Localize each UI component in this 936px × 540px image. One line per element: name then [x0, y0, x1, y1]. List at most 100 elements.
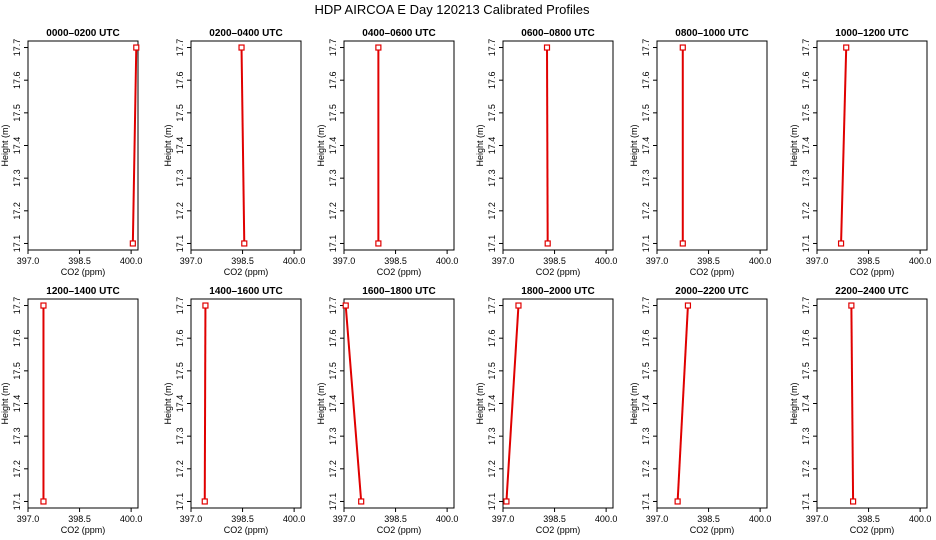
y-tick-label: 17.2 — [487, 202, 497, 220]
x-tick-label: 398.5 — [697, 514, 720, 524]
plot-frame — [190, 298, 302, 509]
y-tick-label: 17.2 — [328, 460, 338, 478]
plot-frame — [27, 40, 139, 251]
y-axis-label: Height (m) — [0, 382, 10, 424]
y-tick-label: 17.5 — [175, 362, 185, 380]
panel-title: 1200–1400 UTC — [46, 286, 119, 297]
x-axis-label: CO2 (ppm) — [690, 267, 735, 277]
data-point — [674, 498, 681, 505]
y-tick-label: 17.4 — [801, 137, 811, 155]
data-point — [201, 498, 208, 505]
y-tick-label: 17.2 — [12, 202, 22, 220]
y-tick-label: 17.1 — [328, 235, 338, 253]
y-axis-label: Height (m) — [163, 382, 173, 424]
data-point — [837, 240, 845, 247]
chart-panel: 1600–1800 UTC 397.0 398.5 400.0 17.1 17.2 17.3… — [316, 286, 458, 535]
y-tick-label: 17.7 — [487, 297, 497, 315]
x-tick-label: 398.5 — [857, 256, 880, 266]
x-tick-label: 397.0 — [646, 514, 669, 524]
y-axis-label: Height (m) — [316, 124, 326, 166]
x-tick-label: 398.5 — [384, 256, 407, 266]
y-tick-label: 17.6 — [801, 71, 811, 89]
x-axis-label: CO2 (ppm) — [377, 267, 422, 277]
x-tick-label: 398.5 — [857, 514, 880, 524]
y-tick-label: 17.7 — [328, 297, 338, 315]
y-tick-label: 17.7 — [175, 297, 185, 315]
panel-title: 0200–0400 UTC — [209, 28, 282, 39]
y-tick-label: 17.2 — [641, 202, 651, 220]
plot-frame — [816, 298, 928, 509]
y-tick-label: 17.1 — [801, 235, 811, 253]
data-point — [40, 498, 47, 505]
data-point — [849, 498, 857, 505]
data-point — [543, 44, 551, 51]
y-tick-label: 17.1 — [12, 235, 22, 253]
y-tick-label: 17.5 — [641, 104, 651, 122]
y-tick-label: 17.4 — [12, 395, 22, 413]
y-tick-label: 17.6 — [328, 329, 338, 347]
y-tick-label: 17.4 — [487, 395, 497, 413]
y-tick-label: 17.5 — [328, 104, 338, 122]
y-tick-label: 17.1 — [801, 493, 811, 511]
profile-line — [131, 47, 138, 244]
plot-frame — [190, 40, 302, 251]
data-point — [238, 44, 245, 51]
panel-title: 0600–0800 UTC — [521, 28, 594, 39]
y-tick-label: 17.2 — [801, 202, 811, 220]
x-tick-label: 400.0 — [283, 514, 306, 524]
x-tick-label: 400.0 — [749, 256, 772, 266]
y-tick-label: 17.1 — [641, 235, 651, 253]
y-tick-label: 17.4 — [175, 137, 185, 155]
x-tick-label: 397.0 — [492, 514, 515, 524]
y-tick-label: 17.7 — [175, 39, 185, 57]
y-tick-label: 17.2 — [175, 202, 185, 220]
data-point — [375, 240, 382, 247]
y-tick-label: 17.4 — [641, 395, 651, 413]
y-tick-label: 17.6 — [487, 71, 497, 89]
y-tick-label: 17.6 — [641, 329, 651, 347]
y-tick-label: 17.3 — [175, 169, 185, 187]
profile-line — [344, 305, 363, 502]
y-tick-label: 17.7 — [641, 39, 651, 57]
profile-line — [505, 305, 520, 502]
y-axis-label: Height (m) — [163, 124, 173, 166]
profile-line — [840, 47, 848, 244]
y-tick-label: 17.3 — [328, 169, 338, 187]
plot-frame — [27, 298, 139, 509]
y-tick-label: 17.5 — [801, 104, 811, 122]
data-point — [375, 44, 382, 51]
y-tick-label: 17.7 — [12, 297, 22, 315]
y-axis-label: Height (m) — [789, 382, 799, 424]
y-tick-label: 17.4 — [328, 137, 338, 155]
y-tick-label: 17.6 — [487, 329, 497, 347]
x-tick-label: 397.0 — [180, 256, 203, 266]
panel-title: 0000–0200 UTC — [46, 28, 119, 39]
x-tick-label: 400.0 — [120, 256, 143, 266]
chart-panel: 2200–2400 UTC 397.0 398.5 400.0 17.1 17.2 17.3… — [789, 286, 931, 535]
profile-line — [240, 47, 246, 244]
data-point — [679, 44, 686, 51]
x-axis-label: CO2 (ppm) — [850, 267, 895, 277]
profile-line — [676, 305, 689, 502]
y-tick-label: 17.1 — [175, 493, 185, 511]
x-tick-label: 397.0 — [17, 256, 40, 266]
x-axis-label: CO2 (ppm) — [690, 525, 735, 535]
x-tick-label: 398.5 — [231, 514, 254, 524]
data-point — [241, 240, 248, 247]
y-tick-label: 17.1 — [641, 493, 651, 511]
y-tick-label: 17.6 — [801, 329, 811, 347]
y-tick-label: 17.5 — [12, 104, 22, 122]
y-tick-label: 17.3 — [641, 169, 651, 187]
x-tick-label: 400.0 — [436, 514, 459, 524]
chart-panel: 1400–1600 UTC 397.0 398.5 400.0 17.1 17.2 17.3… — [163, 286, 305, 535]
y-tick-label: 17.5 — [641, 362, 651, 380]
x-axis-label: CO2 (ppm) — [536, 267, 581, 277]
y-axis-label: Height (m) — [629, 124, 639, 166]
y-tick-label: 17.4 — [487, 137, 497, 155]
y-tick-label: 17.6 — [12, 329, 22, 347]
y-tick-label: 17.5 — [175, 104, 185, 122]
y-tick-label: 17.2 — [328, 202, 338, 220]
chart-panel: 0800–1000 UTC 397.0 398.5 400.0 17.1 17.2 17.3… — [629, 28, 771, 277]
data-point — [202, 302, 209, 309]
